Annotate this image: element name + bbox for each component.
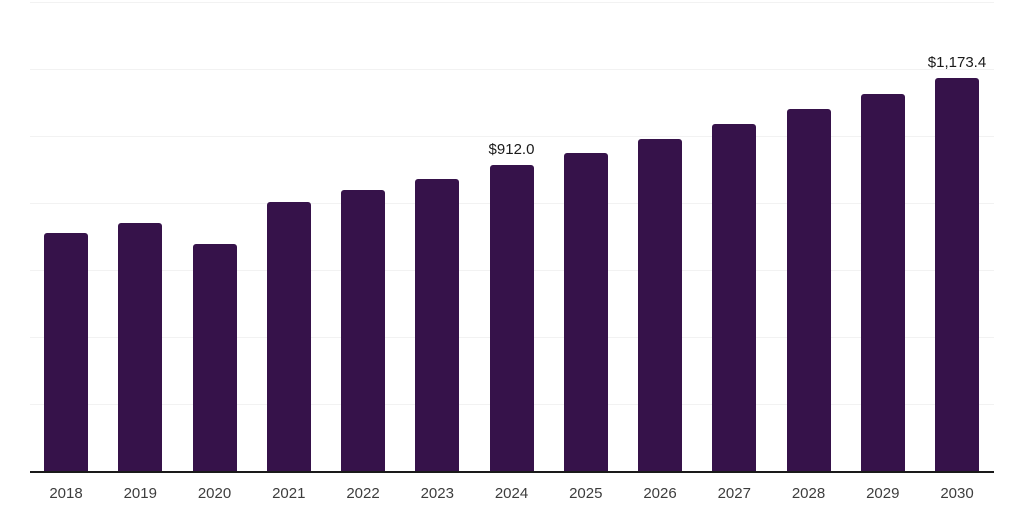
- bar-2024: [489, 165, 534, 471]
- bar-2019: [118, 222, 163, 471]
- bar-2027: [712, 123, 757, 471]
- x-tick-2018: 2018: [49, 485, 83, 502]
- gridline-1400: [30, 2, 994, 3]
- bar-2021: [266, 201, 311, 471]
- x-tick-2021: 2021: [272, 485, 306, 502]
- gridline-1200: [30, 69, 994, 70]
- gridline-1000: [30, 136, 994, 137]
- x-tick-2022: 2022: [346, 485, 380, 502]
- bar-2028: [786, 108, 831, 471]
- bar-2020: [192, 243, 237, 471]
- x-tick-2029: 2029: [866, 485, 900, 502]
- x-tick-2024: 2024: [494, 485, 529, 502]
- x-tick-2026: 2026: [643, 485, 677, 502]
- bar-2023: [415, 178, 460, 471]
- bar-2030: [935, 77, 979, 471]
- bar-2025: [563, 152, 608, 471]
- data-label-2024: $912.0: [488, 141, 535, 159]
- x-tick-2027: 2027: [717, 485, 751, 502]
- bar-2018: [44, 233, 88, 471]
- data-label-2030: $1,173.4: [927, 53, 987, 71]
- x-tick-2030: 2030: [940, 485, 974, 502]
- x-tick-2020: 2020: [197, 485, 232, 502]
- x-tick-2019: 2019: [123, 485, 157, 502]
- x-tick-2025: 2025: [569, 485, 603, 502]
- x-tick-2028: 2028: [791, 485, 826, 502]
- bar-2029: [860, 93, 905, 471]
- x-axis-line: [30, 471, 994, 473]
- bar-2022: [341, 189, 385, 471]
- x-tick-2023: 2023: [420, 485, 454, 502]
- bar-2026: [638, 138, 682, 471]
